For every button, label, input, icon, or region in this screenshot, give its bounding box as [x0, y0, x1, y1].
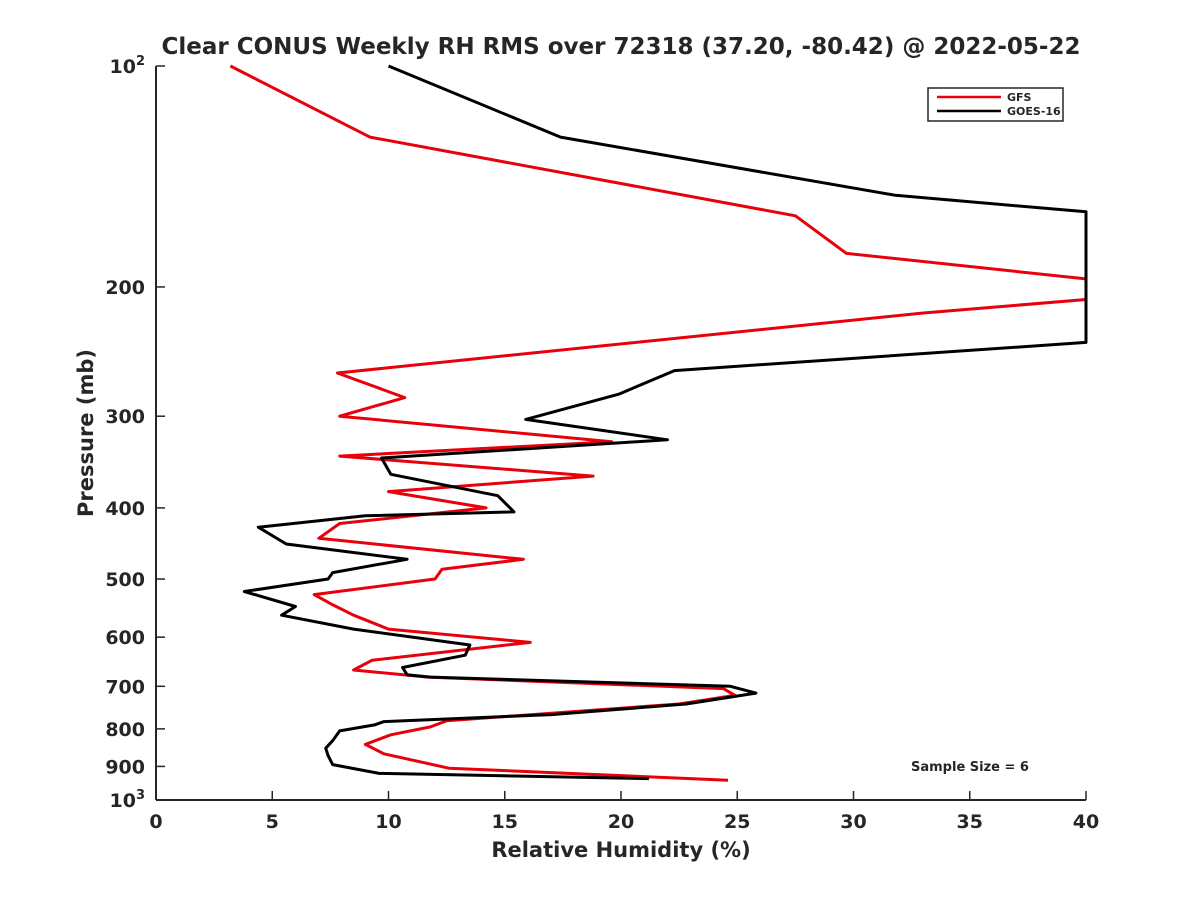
x-tick-label: 30 — [840, 811, 866, 833]
x-tick-label: 25 — [724, 811, 750, 833]
x-tick-label: 5 — [266, 811, 279, 833]
x-axis-label: Relative Humidity (%) — [491, 838, 750, 862]
y-tick-label: 900 — [105, 756, 145, 778]
x-tick-label: 0 — [149, 811, 162, 833]
legend-box — [927, 87, 1064, 122]
series-layer — [229, 64, 1088, 782]
sample-size-annotation: Sample Size = 6 — [911, 760, 1029, 775]
series-line-goes16 — [242, 64, 1088, 781]
x-tick-label: 20 — [608, 811, 634, 833]
y-tick-label: 400 — [105, 498, 145, 520]
chart-title: Clear CONUS Weekly RH RMS over 72318 (37… — [162, 34, 1081, 60]
y-axis-label: Pressure (mb) — [74, 349, 98, 517]
legend-label-gfs: GFS — [1007, 91, 1032, 104]
x-tick-label: 10 — [375, 811, 401, 833]
y-tick-label: 500 — [105, 569, 145, 591]
x-ticks: 0 5 10 15 20 25 30 35 40 — [149, 791, 1099, 833]
y-tick-label: 200 — [105, 277, 145, 299]
y-tick-label: 103 — [110, 788, 146, 812]
legend-label-goes16: GOES-16 — [1007, 105, 1061, 118]
x-tick-label: 40 — [1073, 811, 1099, 833]
x-tick-label: 35 — [957, 811, 983, 833]
legend: GFS GOES-16 — [927, 87, 1064, 122]
y-tick-label: 700 — [105, 676, 145, 698]
y-tick-label: 800 — [105, 719, 145, 741]
x-tick-label: 15 — [492, 811, 518, 833]
y-tick-label: 102 — [110, 54, 146, 78]
y-tick-label: 600 — [105, 627, 145, 649]
y-ticks: 102 200 300 400 500 600 700 800 900 103 — [105, 54, 165, 812]
y-tick-label: 300 — [105, 406, 145, 428]
